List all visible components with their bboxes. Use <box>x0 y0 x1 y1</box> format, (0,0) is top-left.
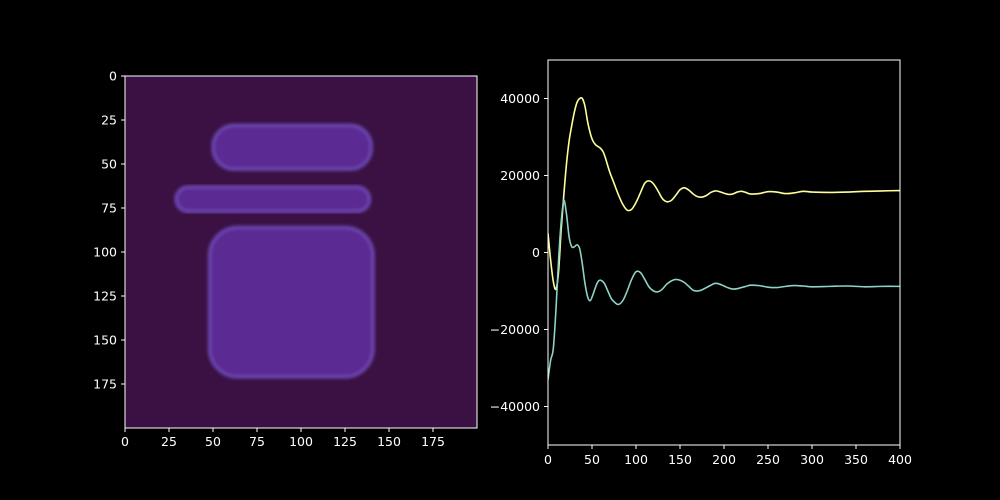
line-chart-axes: 0 50 100 150 200 250 300 350 400 −40000 −20000 0 200… <box>490 59 912 467</box>
heatmap-x-tick-label: 150 <box>377 434 401 449</box>
line-x-tick-label: 250 <box>756 452 780 467</box>
line-x-tick-label: 100 <box>624 452 648 467</box>
line-x-tick-label: 200 <box>712 452 736 467</box>
line-x-tick-label: 400 <box>888 452 912 467</box>
heatmap-y-tick-label: 0 <box>109 69 117 84</box>
line-y-tick-label: −20000 <box>490 322 540 337</box>
line-x-tick-label: 300 <box>800 452 824 467</box>
line-y-tick-label: 0 <box>532 245 540 260</box>
heatmap-shape-1 <box>211 123 373 171</box>
line-x-tick-label: 150 <box>668 452 692 467</box>
line-y-tick-label: −40000 <box>490 399 540 414</box>
line-y-tick-label: 20000 <box>500 168 540 183</box>
line-x-tick-label: 350 <box>844 452 868 467</box>
heatmap-y-tick-label: 100 <box>93 245 117 260</box>
line-x-tick-label: 50 <box>584 452 600 467</box>
heatmap-x-tick-label: 175 <box>421 434 445 449</box>
heatmap-shape-3 <box>207 225 375 379</box>
heatmap-y-tick-label: 125 <box>93 289 117 304</box>
heatmap-shape-2 <box>174 185 372 214</box>
series-line-1 <box>548 96 900 291</box>
heatmap-x-tick-label: 0 <box>121 434 129 449</box>
heatmap-x-tick-label: 75 <box>249 434 265 449</box>
heatmap-y-tick-label: 25 <box>101 113 117 128</box>
heatmap-x-tick-label: 25 <box>161 434 177 449</box>
line-y-tick-label: 40000 <box>500 91 540 106</box>
series-line-2 <box>548 199 900 380</box>
heatmap-y-tick-label: 150 <box>93 333 117 348</box>
series-group <box>548 96 900 380</box>
heatmap-axes: 0 25 50 75 100 125 150 175 0 25 50 75 100 125 150 175 <box>93 69 478 449</box>
line-x-tick-label: 0 <box>544 452 552 467</box>
heatmap-x-tick-label: 50 <box>205 434 221 449</box>
heatmap-y-tick-label: 50 <box>101 157 117 172</box>
heatmap-y-tick-label: 75 <box>101 201 117 216</box>
heatmap-y-tick-label: 175 <box>93 377 117 392</box>
heatmap-x-tick-label: 125 <box>333 434 357 449</box>
heatmap-x-tick-label: 100 <box>289 434 313 449</box>
